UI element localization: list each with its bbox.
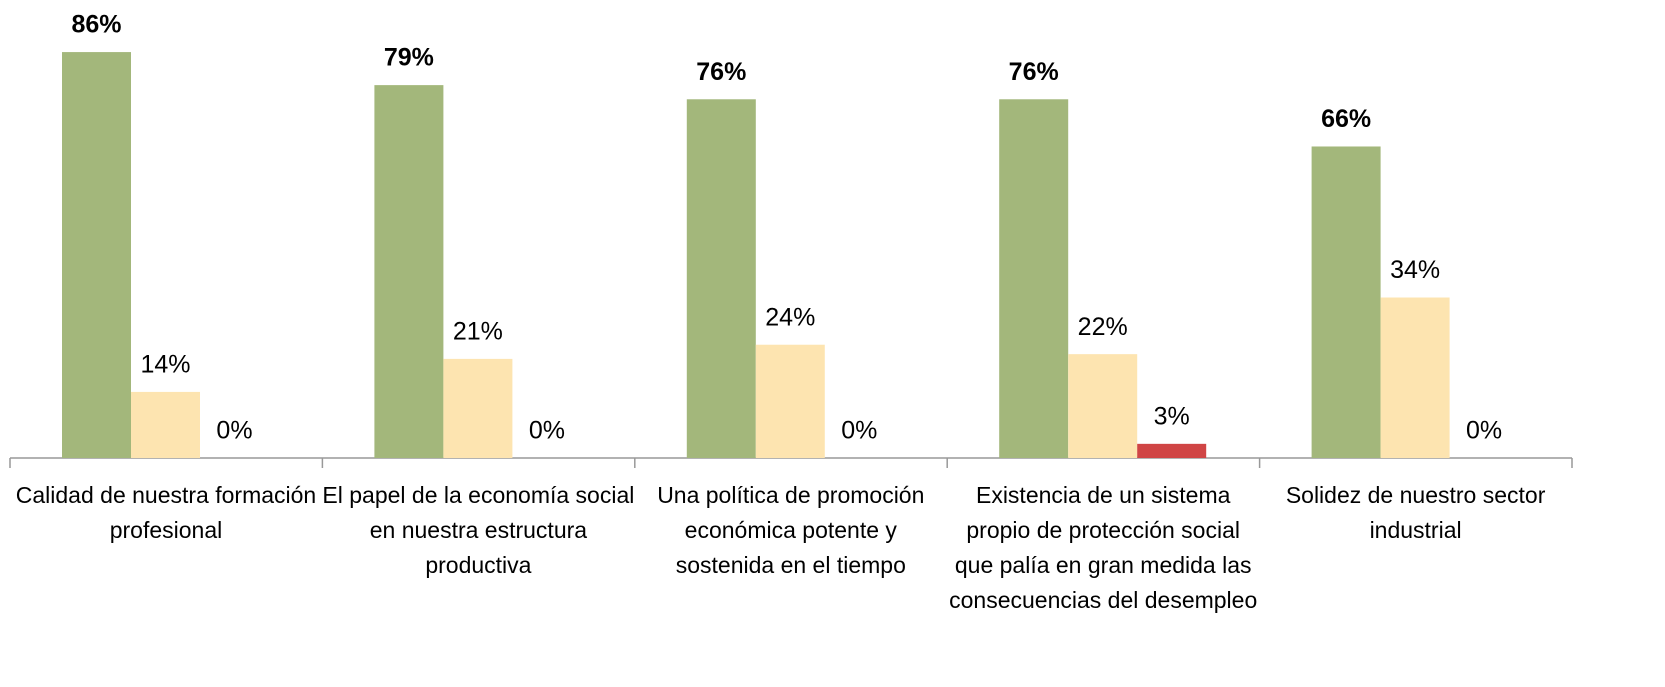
data-label: 76% [1009,58,1059,86]
x-tick-label: Una política de promoción económica pote… [657,482,925,578]
x-tick-label: Existencia de un sistema propio de prote… [949,482,1258,613]
data-label: 86% [71,11,121,39]
x-tick-label: El papel de la economía social en nuestr… [322,482,635,578]
data-label: 24% [765,303,815,331]
bar [374,85,444,459]
data-label: 0% [1466,417,1502,445]
bar [999,99,1069,458]
bar [1137,443,1207,458]
bar [131,391,200,458]
data-label: 79% [384,44,434,72]
bar [755,344,825,458]
data-label: 0% [841,417,877,445]
data-label: 76% [696,58,746,86]
data-label: 0% [216,417,252,445]
data-label: 0% [529,417,565,445]
x-tick-label: Calidad de nuestra formación profesional [15,482,317,543]
data-label: 22% [1078,313,1128,341]
bar [62,52,131,458]
bar [443,358,513,458]
bar [686,99,756,458]
data-label: 21% [453,317,503,345]
data-label: 3% [1154,402,1190,430]
data-label: 34% [1390,256,1440,284]
bar [1068,354,1138,458]
bar [1311,146,1381,459]
data-label: 66% [1321,105,1371,133]
data-label: 14% [140,351,190,379]
bar [1380,297,1450,458]
x-tick-label: Solidez de nuestro sector industrial [1285,482,1546,543]
